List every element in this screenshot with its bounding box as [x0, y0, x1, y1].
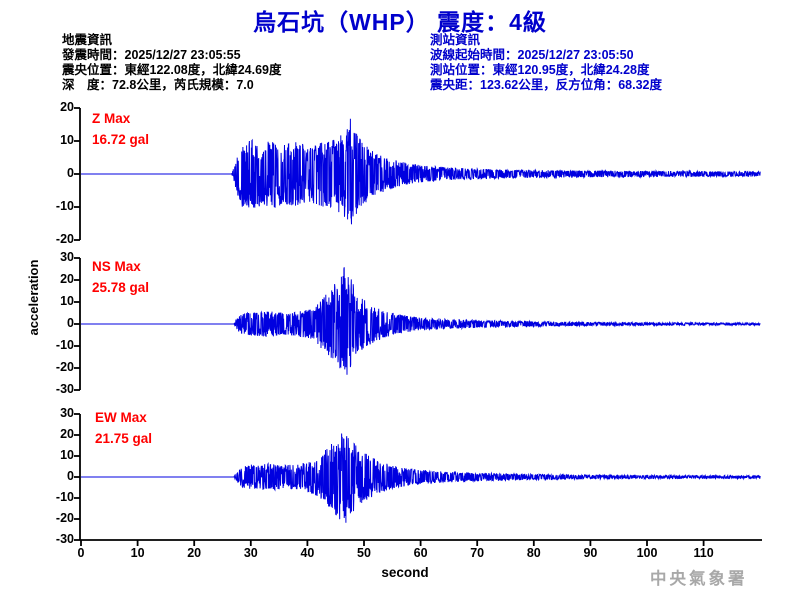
ns-max-annotation: NS Max 25.78 gal [92, 256, 149, 298]
y-tick-label: -10 [55, 338, 74, 352]
y-tick-label: -30 [55, 382, 74, 396]
z-max-annotation: Z Max 16.72 gal [92, 108, 149, 150]
y-tick-label: 0 [67, 316, 74, 330]
station-distance-azimuth: 震央距：123.62公里，反方位角：68.32度 [430, 78, 663, 92]
agency-watermark: 中央氣象署 [650, 570, 748, 588]
y-tick-label: 30 [60, 406, 74, 420]
x-tick-label: 70 [470, 546, 485, 560]
axes [74, 107, 762, 546]
page-title: 烏石坑（WHP） 震度：4級 [253, 9, 547, 35]
x-tick-label: 110 [693, 546, 714, 560]
y-tick-label: 10 [60, 448, 74, 462]
earthquake-info-heading: 地震資訊 [62, 33, 113, 47]
x-tick-label: 10 [130, 546, 145, 560]
x-tick-label: 100 [636, 546, 658, 560]
x-tick-label: 90 [583, 546, 598, 560]
y-tick-label: -10 [55, 490, 74, 504]
x-tick-label: 30 [243, 546, 258, 560]
y-tick-label: 10 [60, 294, 74, 308]
station-location: 測站位置：東經120.95度，北緯24.28度 [430, 63, 650, 77]
x-tick-label: 0 [77, 546, 85, 560]
trace-ns [81, 267, 761, 375]
station-wave-start-time: 波線起始時間：2025/12/27 23:05:50 [430, 48, 634, 62]
earthquake-depth-magnitude: 深 度：72.8公里，芮氏規模：7.0 [62, 78, 254, 92]
station-info-block: 測站資訊 波線起始時間：2025/12/27 23:05:50 測站位置：東經1… [430, 33, 662, 93]
ns-max-label: NS Max [92, 259, 141, 274]
y-tick-label: 0 [67, 469, 74, 483]
ew-max-value: 21.75 gal [95, 431, 153, 446]
x-tick-label: 20 [187, 546, 202, 560]
y-tick-label: -20 [55, 360, 74, 374]
y-tick-label: -30 [55, 532, 74, 546]
y-tick-label: 20 [60, 100, 74, 114]
ew-max-label: EW Max [95, 410, 147, 425]
ns-max-value: 25.78 gal [92, 280, 150, 295]
x-tick-label: 40 [300, 546, 315, 560]
x-tick-label: 60 [413, 546, 428, 560]
y-tick-label: 0 [67, 166, 74, 180]
earthquake-info-block: 地震資訊 發震時間：2025/12/27 23:05:55 震央位置：東經122… [62, 33, 282, 93]
waveform-traces [81, 118, 761, 523]
z-max-value: 16.72 gal [92, 132, 150, 147]
z-max-label: Z Max [92, 111, 131, 126]
y-tick-label: -20 [55, 232, 74, 246]
y-tick-label: -20 [55, 511, 74, 525]
y-tick-label: 30 [60, 250, 74, 264]
x-tick-label: 50 [357, 546, 371, 560]
y-tick-label: 20 [60, 272, 74, 286]
trace-ew [81, 433, 761, 523]
ew-max-annotation: EW Max 21.75 gal [95, 407, 152, 449]
x-tick-label: 80 [526, 546, 541, 560]
earthquake-epicenter: 震央位置：東經122.08度，北緯24.69度 [62, 63, 282, 77]
station-info-heading: 測站資訊 [430, 33, 481, 47]
y-tick-label: 20 [60, 427, 74, 441]
y-tick-label: 10 [60, 133, 74, 147]
trace-z [81, 118, 761, 225]
y-tick-label: -10 [55, 199, 74, 213]
earthquake-origin-time: 發震時間：2025/12/27 23:05:55 [62, 48, 241, 62]
x-axis-title: second [381, 565, 429, 580]
